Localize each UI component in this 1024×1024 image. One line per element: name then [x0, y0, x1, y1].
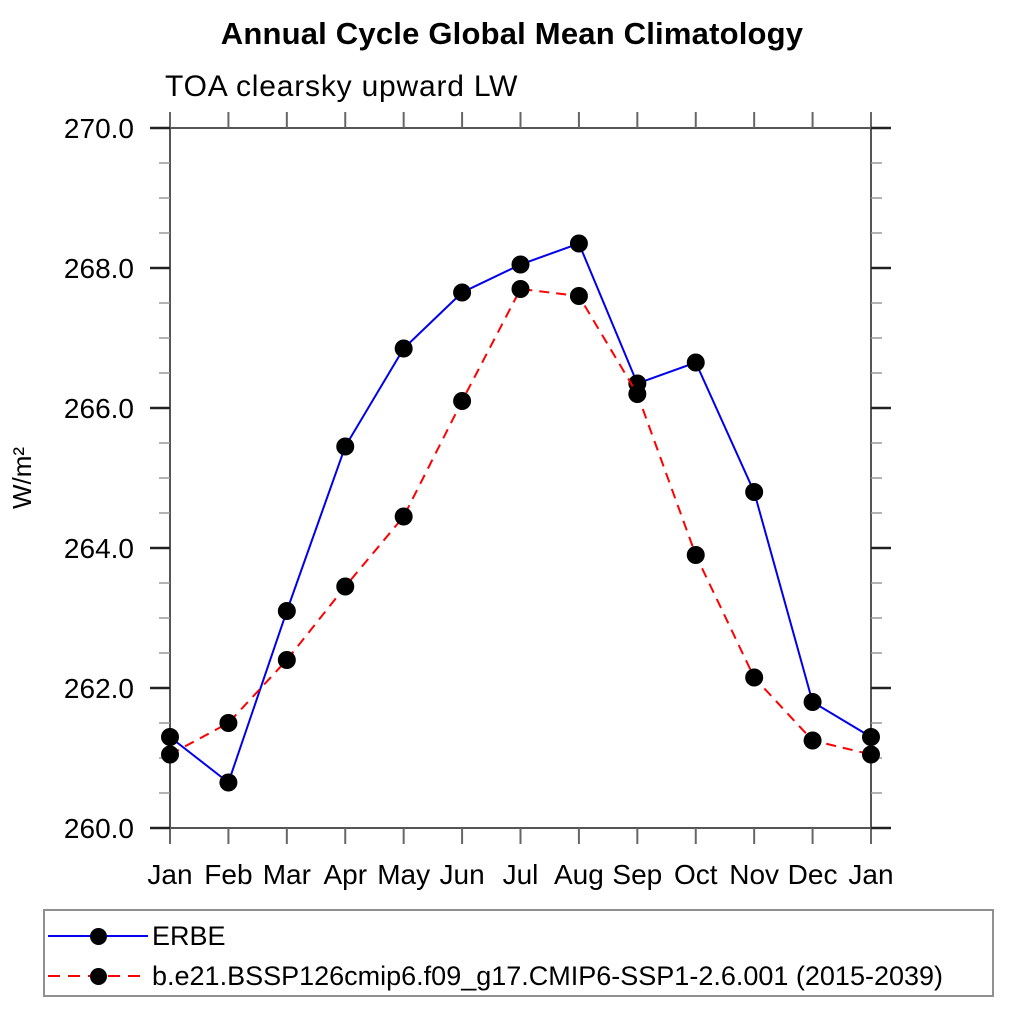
x-tick-label: Sep: [612, 859, 662, 890]
x-tick-label: Dec: [788, 859, 838, 890]
x-tick-label: Jan: [147, 859, 192, 890]
erbe-point-marker: [394, 339, 413, 358]
erbe-line: [169, 242, 872, 785]
model-point-marker: [161, 745, 179, 764]
y-tick-label: 268.0: [64, 253, 134, 284]
y-tick-label: 260.0: [64, 813, 134, 844]
x-tick-label: Nov: [729, 859, 779, 890]
erbe-point-marker: [219, 773, 238, 792]
legend-label-erbe: ERBE: [152, 920, 226, 951]
y-tick-label: 264.0: [64, 533, 134, 564]
legend-item-model: b.e21.BSSP126cmip6.f09_g17.CMIP6-SSP1-2.…: [45, 956, 992, 996]
legend-box: ERBE b.e21.BSSP126cmip6.f09_g17.CMIP6-SS…: [43, 909, 994, 997]
x-tick-label: May: [377, 859, 430, 890]
erbe-point-marker: [569, 234, 588, 253]
x-tick-label: Jul: [503, 859, 539, 890]
model-point-marker: [569, 287, 588, 305]
model-point-marker: [394, 507, 413, 526]
erbe-point-marker: [336, 437, 355, 456]
model-point-marker: [277, 651, 296, 669]
legend-sample-model: [48, 966, 148, 986]
erbe-point-marker: [161, 728, 179, 746]
erbe-point-marker: [686, 353, 705, 372]
erbe-point-marker: [745, 483, 764, 501]
erbe-point-marker: [511, 255, 530, 274]
erbe-point-marker: [862, 728, 880, 746]
legend-item-erbe: ERBE: [45, 916, 992, 956]
x-tick-label: Oct: [674, 859, 718, 890]
chart-title: Annual Cycle Global Mean Climatology: [220, 16, 804, 51]
legend-label-model: b.e21.BSSP126cmip6.f09_g17.CMIP6-SSP1-2.…: [152, 960, 944, 991]
y-tick-label: 266.0: [64, 393, 134, 424]
model-point-marker: [453, 392, 472, 410]
x-tick-label: Apr: [323, 859, 367, 890]
y-tick-label: 270.0: [64, 113, 134, 144]
model-point-marker: [745, 668, 764, 687]
erbe-point-marker: [803, 693, 822, 711]
model-point-marker: [336, 577, 355, 596]
model-point-marker: [219, 714, 238, 732]
plot-area: Jan Feb Mar Apr May Jun Jul Aug Sep Oct Nov Dec Jan 2…: [64, 112, 894, 890]
legend-marker-dot: [89, 967, 107, 985]
x-tick-label: Aug: [554, 859, 604, 890]
y-tick-label: 262.0: [64, 673, 134, 704]
model-point-marker: [686, 546, 705, 564]
chart-subtitle: TOA clearsky upward LW: [165, 70, 519, 103]
x-tick-label: Mar: [263, 859, 311, 890]
x-tick-label: Jan: [848, 859, 893, 890]
model-point-marker: [511, 280, 530, 298]
erbe-point-marker: [453, 283, 472, 302]
model-point-marker: [862, 745, 880, 764]
x-tick-label: Feb: [204, 859, 252, 890]
model-line: [169, 287, 872, 756]
model-point-marker: [628, 385, 647, 403]
legend-marker-dot: [89, 927, 107, 945]
x-tick-label: Jun: [440, 859, 485, 890]
model-point-marker: [803, 731, 822, 750]
legend-sample-erbe: [48, 926, 148, 946]
plot-frame: [169, 127, 872, 829]
erbe-point-marker: [277, 602, 296, 620]
